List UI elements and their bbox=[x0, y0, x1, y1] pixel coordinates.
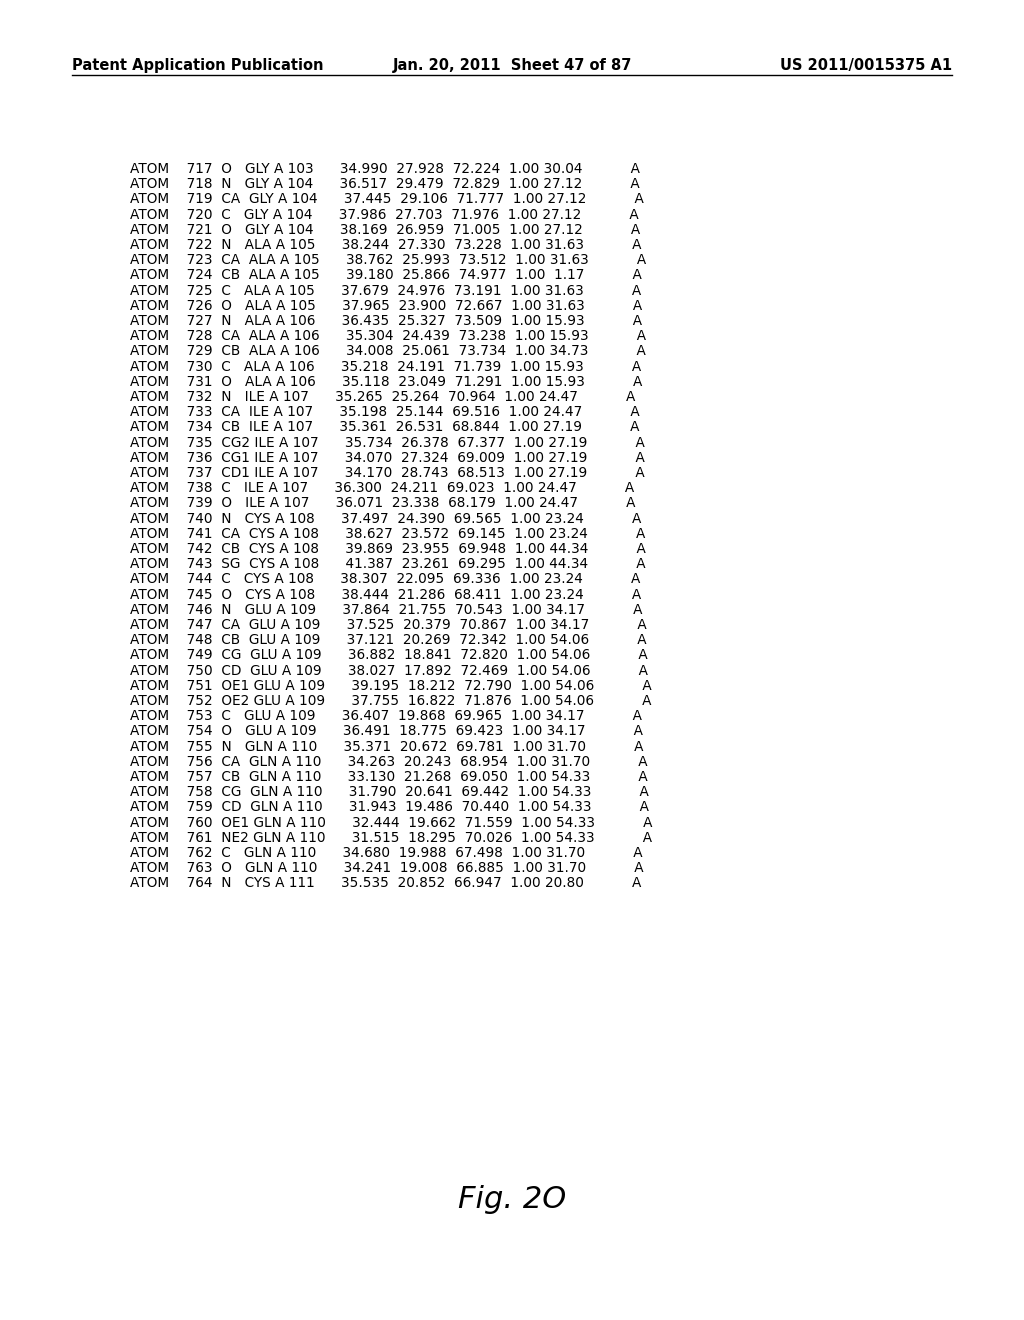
Text: ATOM    733  CA  ILE A 107      35.198  25.144  69.516  1.00 24.47           A: ATOM 733 CA ILE A 107 35.198 25.144 69.5… bbox=[130, 405, 640, 420]
Text: ATOM    719  CA  GLY A 104      37.445  29.106  71.777  1.00 27.12           A: ATOM 719 CA GLY A 104 37.445 29.106 71.7… bbox=[130, 193, 644, 206]
Text: ATOM    717  O   GLY A 103      34.990  27.928  72.224  1.00 30.04           A: ATOM 717 O GLY A 103 34.990 27.928 72.22… bbox=[130, 162, 640, 176]
Text: ATOM    748  CB  GLU A 109      37.121  20.269  72.342  1.00 54.06           A: ATOM 748 CB GLU A 109 37.121 20.269 72.3… bbox=[130, 634, 646, 647]
Text: ATOM    762  C   GLN A 110      34.680  19.988  67.498  1.00 31.70           A: ATOM 762 C GLN A 110 34.680 19.988 67.49… bbox=[130, 846, 643, 861]
Text: ATOM    751  OE1 GLU A 109      39.195  18.212  72.790  1.00 54.06           A: ATOM 751 OE1 GLU A 109 39.195 18.212 72.… bbox=[130, 678, 651, 693]
Text: ATOM    734  CB  ILE A 107      35.361  26.531  68.844  1.00 27.19           A: ATOM 734 CB ILE A 107 35.361 26.531 68.8… bbox=[130, 420, 640, 434]
Text: ATOM    760  OE1 GLN A 110      32.444  19.662  71.559  1.00 54.33           A: ATOM 760 OE1 GLN A 110 32.444 19.662 71.… bbox=[130, 816, 652, 829]
Text: ATOM    720  C   GLY A 104      37.986  27.703  71.976  1.00 27.12           A: ATOM 720 C GLY A 104 37.986 27.703 71.97… bbox=[130, 207, 639, 222]
Text: ATOM    736  CG1 ILE A 107      34.070  27.324  69.009  1.00 27.19           A: ATOM 736 CG1 ILE A 107 34.070 27.324 69.… bbox=[130, 451, 645, 465]
Text: Patent Application Publication: Patent Application Publication bbox=[72, 58, 324, 73]
Text: ATOM    743  SG  CYS A 108      41.387  23.261  69.295  1.00 44.34           A: ATOM 743 SG CYS A 108 41.387 23.261 69.2… bbox=[130, 557, 645, 572]
Text: Fig. 2O: Fig. 2O bbox=[458, 1185, 566, 1214]
Text: ATOM    755  N   GLN A 110      35.371  20.672  69.781  1.00 31.70           A: ATOM 755 N GLN A 110 35.371 20.672 69.78… bbox=[130, 739, 643, 754]
Text: Jan. 20, 2011  Sheet 47 of 87: Jan. 20, 2011 Sheet 47 of 87 bbox=[392, 58, 632, 73]
Text: US 2011/0015375 A1: US 2011/0015375 A1 bbox=[780, 58, 952, 73]
Text: ATOM    730  C   ALA A 106      35.218  24.191  71.739  1.00 15.93           A: ATOM 730 C ALA A 106 35.218 24.191 71.73… bbox=[130, 359, 641, 374]
Text: ATOM    741  CA  CYS A 108      38.627  23.572  69.145  1.00 23.24           A: ATOM 741 CA CYS A 108 38.627 23.572 69.1… bbox=[130, 527, 645, 541]
Text: ATOM    739  O   ILE A 107      36.071  23.338  68.179  1.00 24.47           A: ATOM 739 O ILE A 107 36.071 23.338 68.17… bbox=[130, 496, 636, 511]
Text: ATOM    761  NE2 GLN A 110      31.515  18.295  70.026  1.00 54.33           A: ATOM 761 NE2 GLN A 110 31.515 18.295 70.… bbox=[130, 830, 652, 845]
Text: ATOM    742  CB  CYS A 108      39.869  23.955  69.948  1.00 44.34           A: ATOM 742 CB CYS A 108 39.869 23.955 69.9… bbox=[130, 543, 646, 556]
Text: ATOM    729  CB  ALA A 106      34.008  25.061  73.734  1.00 34.73           A: ATOM 729 CB ALA A 106 34.008 25.061 73.7… bbox=[130, 345, 646, 359]
Text: ATOM    728  CA  ALA A 106      35.304  24.439  73.238  1.00 15.93           A: ATOM 728 CA ALA A 106 35.304 24.439 73.2… bbox=[130, 329, 646, 343]
Text: ATOM    737  CD1 ILE A 107      34.170  28.743  68.513  1.00 27.19           A: ATOM 737 CD1 ILE A 107 34.170 28.743 68.… bbox=[130, 466, 645, 480]
Text: ATOM    749  CG  GLU A 109      36.882  18.841  72.820  1.00 54.06           A: ATOM 749 CG GLU A 109 36.882 18.841 72.8… bbox=[130, 648, 648, 663]
Text: ATOM    731  O   ALA A 106      35.118  23.049  71.291  1.00 15.93           A: ATOM 731 O ALA A 106 35.118 23.049 71.29… bbox=[130, 375, 642, 389]
Text: ATOM    726  O   ALA A 105      37.965  23.900  72.667  1.00 31.63           A: ATOM 726 O ALA A 105 37.965 23.900 72.66… bbox=[130, 298, 642, 313]
Text: ATOM    732  N   ILE A 107      35.265  25.264  70.964  1.00 24.47           A: ATOM 732 N ILE A 107 35.265 25.264 70.96… bbox=[130, 389, 635, 404]
Text: ATOM    763  O   GLN A 110      34.241  19.008  66.885  1.00 31.70           A: ATOM 763 O GLN A 110 34.241 19.008 66.88… bbox=[130, 861, 644, 875]
Text: ATOM    740  N   CYS A 108      37.497  24.390  69.565  1.00 23.24           A: ATOM 740 N CYS A 108 37.497 24.390 69.56… bbox=[130, 512, 641, 525]
Text: ATOM    735  CG2 ILE A 107      35.734  26.378  67.377  1.00 27.19           A: ATOM 735 CG2 ILE A 107 35.734 26.378 67.… bbox=[130, 436, 645, 450]
Text: ATOM    759  CD  GLN A 110      31.943  19.486  70.440  1.00 54.33           A: ATOM 759 CD GLN A 110 31.943 19.486 70.4… bbox=[130, 800, 649, 814]
Text: ATOM    746  N   GLU A 109      37.864  21.755  70.543  1.00 34.17           A: ATOM 746 N GLU A 109 37.864 21.755 70.54… bbox=[130, 603, 642, 616]
Text: ATOM    764  N   CYS A 111      35.535  20.852  66.947  1.00 20.80           A: ATOM 764 N CYS A 111 35.535 20.852 66.94… bbox=[130, 876, 641, 891]
Text: ATOM    757  CB  GLN A 110      33.130  21.268  69.050  1.00 54.33           A: ATOM 757 CB GLN A 110 33.130 21.268 69.0… bbox=[130, 770, 648, 784]
Text: ATOM    758  CG  GLN A 110      31.790  20.641  69.442  1.00 54.33           A: ATOM 758 CG GLN A 110 31.790 20.641 69.4… bbox=[130, 785, 649, 799]
Text: ATOM    723  CA  ALA A 105      38.762  25.993  73.512  1.00 31.63           A: ATOM 723 CA ALA A 105 38.762 25.993 73.5… bbox=[130, 253, 646, 267]
Text: ATOM    752  OE2 GLU A 109      37.755  16.822  71.876  1.00 54.06           A: ATOM 752 OE2 GLU A 109 37.755 16.822 71.… bbox=[130, 694, 651, 708]
Text: ATOM    727  N   ALA A 106      36.435  25.327  73.509  1.00 15.93           A: ATOM 727 N ALA A 106 36.435 25.327 73.50… bbox=[130, 314, 642, 327]
Text: ATOM    725  C   ALA A 105      37.679  24.976  73.191  1.00 31.63           A: ATOM 725 C ALA A 105 37.679 24.976 73.19… bbox=[130, 284, 641, 297]
Text: ATOM    745  O   CYS A 108      38.444  21.286  68.411  1.00 23.24           A: ATOM 745 O CYS A 108 38.444 21.286 68.41… bbox=[130, 587, 641, 602]
Text: ATOM    722  N   ALA A 105      38.244  27.330  73.228  1.00 31.63           A: ATOM 722 N ALA A 105 38.244 27.330 73.22… bbox=[130, 238, 641, 252]
Text: ATOM    754  O   GLU A 109      36.491  18.775  69.423  1.00 34.17           A: ATOM 754 O GLU A 109 36.491 18.775 69.42… bbox=[130, 725, 643, 738]
Text: ATOM    747  CA  GLU A 109      37.525  20.379  70.867  1.00 34.17           A: ATOM 747 CA GLU A 109 37.525 20.379 70.8… bbox=[130, 618, 647, 632]
Text: ATOM    738  C   ILE A 107      36.300  24.211  69.023  1.00 24.47           A: ATOM 738 C ILE A 107 36.300 24.211 69.02… bbox=[130, 482, 634, 495]
Text: ATOM    724  CB  ALA A 105      39.180  25.866  74.977  1.00  1.17           A: ATOM 724 CB ALA A 105 39.180 25.866 74.9… bbox=[130, 268, 642, 282]
Text: ATOM    721  O   GLY A 104      38.169  26.959  71.005  1.00 27.12           A: ATOM 721 O GLY A 104 38.169 26.959 71.00… bbox=[130, 223, 640, 236]
Text: ATOM    750  CD  GLU A 109      38.027  17.892  72.469  1.00 54.06           A: ATOM 750 CD GLU A 109 38.027 17.892 72.4… bbox=[130, 664, 648, 677]
Text: ATOM    718  N   GLY A 104      36.517  29.479  72.829  1.00 27.12           A: ATOM 718 N GLY A 104 36.517 29.479 72.82… bbox=[130, 177, 640, 191]
Text: ATOM    744  C   CYS A 108      38.307  22.095  69.336  1.00 23.24           A: ATOM 744 C CYS A 108 38.307 22.095 69.33… bbox=[130, 573, 640, 586]
Text: ATOM    753  C   GLU A 109      36.407  19.868  69.965  1.00 34.17           A: ATOM 753 C GLU A 109 36.407 19.868 69.96… bbox=[130, 709, 642, 723]
Text: ATOM    756  CA  GLN A 110      34.263  20.243  68.954  1.00 31.70           A: ATOM 756 CA GLN A 110 34.263 20.243 68.9… bbox=[130, 755, 647, 768]
